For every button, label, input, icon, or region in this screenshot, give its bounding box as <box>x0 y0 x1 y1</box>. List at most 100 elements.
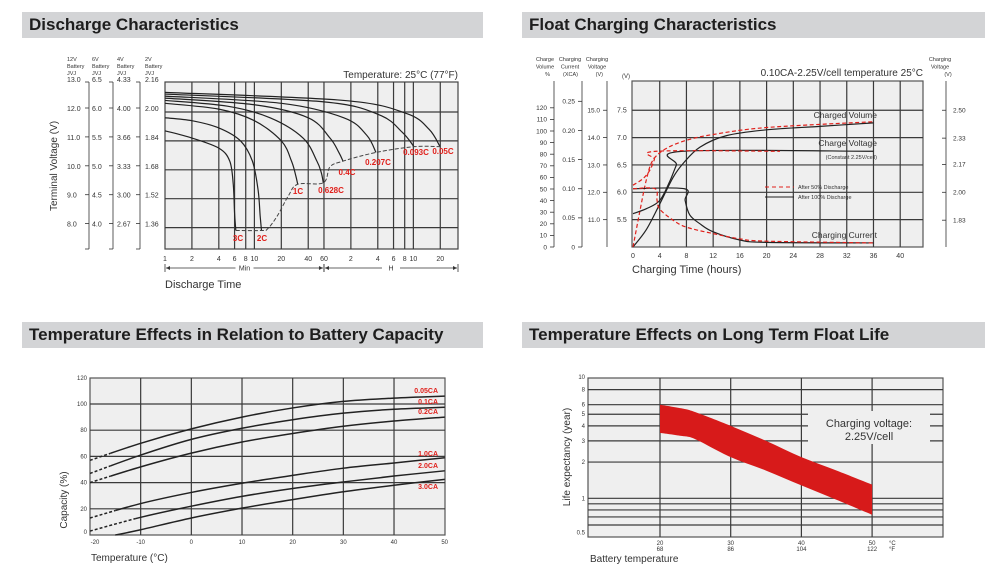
y-tick-label: 1.83 <box>953 217 966 224</box>
y-tick-label: 10.0 <box>67 164 81 171</box>
x-tick-label: 12 <box>709 253 717 260</box>
series-label: 0.207C <box>365 158 391 167</box>
y-axis-title: Life expectancy (year) <box>562 408 573 506</box>
x-tick-label: 2 <box>190 256 194 263</box>
x-tick-label: 10 <box>409 256 417 263</box>
x-tick-label: 0 <box>190 540 194 546</box>
x-tick-label: 20 <box>289 540 296 546</box>
legend-label: After 100% Discharge <box>798 195 852 201</box>
capacity-curve-0.05CA <box>110 395 445 455</box>
y-tick-label: 2.67 <box>117 222 131 229</box>
temperature-annotation: Temperature: 25°C (77°F) <box>343 70 458 81</box>
x-tick-label: 6 <box>233 256 237 263</box>
y-axis-title: Capacity (%) <box>59 471 70 528</box>
cutoff-voltage-line <box>235 145 441 232</box>
y-tick-label: 12.0 <box>587 190 600 197</box>
y-tick-label: 2 <box>582 460 586 466</box>
y-tick-label: 0.20 <box>562 128 575 135</box>
series-label: 3C <box>233 234 243 243</box>
x-tick-label-fahrenheit: 86 <box>727 547 734 553</box>
section-title: Temperature Effects in Relation to Batte… <box>29 325 444 344</box>
y-tick-label: 50 <box>540 186 548 193</box>
x-tick-label: 8 <box>403 256 407 263</box>
series-label: 2.0CA <box>418 463 438 470</box>
discharge-curve-2C <box>164 117 263 231</box>
x-tick-label-fahrenheit: 104 <box>796 547 807 553</box>
y-tick-label: 0 <box>543 244 547 251</box>
y-tick-label: 1.52 <box>145 193 159 200</box>
y-axis-header: JVJ <box>92 71 101 77</box>
y-axis-header: Charging <box>929 57 951 63</box>
section-header-temperature-capacity: Temperature Effects in Relation to Batte… <box>22 322 483 348</box>
x-tick-label: 60 <box>320 256 328 263</box>
series-charged-volume-100pct <box>632 122 874 248</box>
y-tick-label: 5.0 <box>92 164 102 171</box>
x-tick-label: 4 <box>217 256 221 263</box>
plot-area <box>631 80 924 248</box>
discharge-curve-0.628C <box>164 99 324 183</box>
y-tick-label: 10 <box>540 233 548 240</box>
annotation-line: Charging voltage: <box>826 418 912 430</box>
y-tick-label: 0 <box>571 244 575 251</box>
y-axis-header: Battery <box>67 64 85 70</box>
y-tick-label: 12.0 <box>67 106 81 113</box>
y-tick-label: 6.5 <box>617 162 627 169</box>
x-tick-label: 30 <box>340 540 347 546</box>
charging-annotation: 0.10CA-2.25V/cell temperature 25°C <box>761 68 923 79</box>
y-tick-label: 120 <box>77 376 88 382</box>
time-range-label: Min <box>239 266 250 273</box>
y-tick-label: 0.25 <box>562 99 575 106</box>
y-tick-label: 4.0 <box>92 222 102 229</box>
y-tick-label: 1.68 <box>145 164 159 171</box>
discharge-curve-0.207C <box>164 95 377 153</box>
x-tick-label: 10 <box>239 540 246 546</box>
y-tick-label: 4.33 <box>117 77 131 84</box>
x-unit-celsius: °C <box>889 541 896 547</box>
y-tick-label: 3.33 <box>117 164 131 171</box>
x-tick-label: 10 <box>251 256 259 263</box>
y-tick-label: 6 <box>582 403 586 409</box>
y-tick-label: 4 <box>582 424 586 430</box>
y-tick-label: 2.33 <box>953 135 966 142</box>
y-tick-label: 20 <box>80 507 87 513</box>
y-axis-header: Voltage <box>588 65 606 71</box>
series-charged-volume-50pct <box>632 121 874 248</box>
x-tick-label-celsius: 40 <box>798 541 805 547</box>
x-tick-label: 4 <box>658 253 662 260</box>
x-axis-title: Charging Time (hours) <box>632 264 741 276</box>
x-axis-title: Temperature (°C) <box>91 553 168 564</box>
y-tick-label: 6.5 <box>92 77 102 84</box>
y-tick-label: 100 <box>536 128 547 135</box>
curve-label: Charging Current <box>812 230 878 240</box>
x-tick-label-celsius: 30 <box>727 541 734 547</box>
y-axis-title: Terminal Voltage (V) <box>49 121 60 211</box>
curve-label: Charge Voltage <box>818 138 877 148</box>
y-tick-label: 5 <box>582 412 586 418</box>
x-tick-label: 6 <box>392 256 396 263</box>
y-axis-header: Charge <box>536 57 554 63</box>
life-expectancy-band <box>660 404 873 515</box>
y-axis-header: Battery <box>117 64 135 70</box>
time-range-label: H <box>388 266 393 273</box>
curve-label-note: (Constant 2.25V/cell) <box>826 155 878 161</box>
y-axis-header: (XCA) <box>563 72 578 78</box>
y-axis-header: Charging <box>586 57 608 63</box>
section-header-float-charging: Float Charging Characteristics <box>522 12 985 38</box>
y-tick-label: 2.17 <box>953 162 966 169</box>
y-tick-label: 4.5 <box>92 193 102 200</box>
y-tick-label: 8 <box>582 388 586 394</box>
temperature-capacity-chart: -20 -10 0 10 20 30 40 50 0 20 40 60 80 100 120 0.05CA 0.… <box>59 376 449 564</box>
y-tick-label: 5.5 <box>617 217 627 224</box>
y-axis-header: (V) <box>596 72 604 78</box>
x-tick-label: -10 <box>136 540 145 546</box>
float-life-chart: 206830864010450122°C°F0.5123456810Chargi… <box>562 375 944 565</box>
series-label: 3.0CA <box>418 484 438 491</box>
y-axis-header: (V) <box>622 74 630 80</box>
x-tick-label: 40 <box>896 253 904 260</box>
x-tick-label: 40 <box>304 256 312 263</box>
series-charging-current-100pct <box>632 187 874 244</box>
x-tick-label: 16 <box>736 253 744 260</box>
x-tick-label: 40 <box>391 540 398 546</box>
x-tick-label: 20 <box>277 256 285 263</box>
